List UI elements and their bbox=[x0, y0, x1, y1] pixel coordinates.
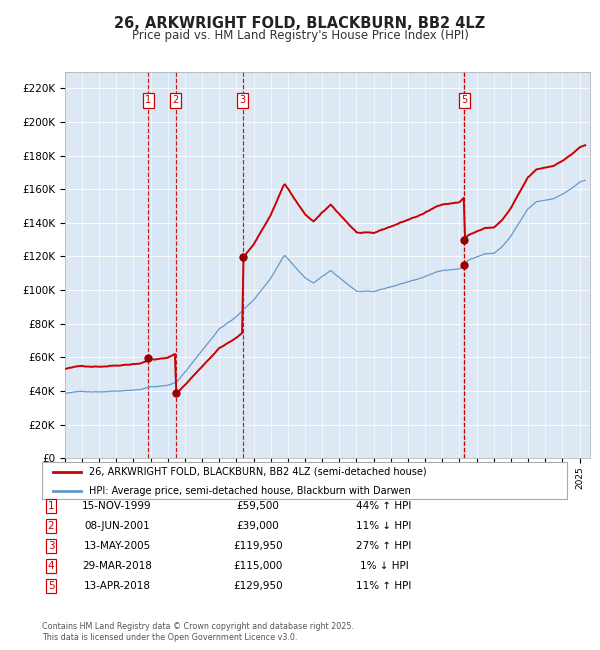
Text: 1: 1 bbox=[47, 500, 55, 511]
Text: 29-MAR-2018: 29-MAR-2018 bbox=[82, 561, 152, 571]
Text: 13-MAY-2005: 13-MAY-2005 bbox=[83, 541, 151, 551]
Text: 44% ↑ HPI: 44% ↑ HPI bbox=[356, 500, 412, 511]
Text: £115,000: £115,000 bbox=[233, 561, 283, 571]
Text: 15-NOV-1999: 15-NOV-1999 bbox=[82, 500, 152, 511]
Text: 08-JUN-2001: 08-JUN-2001 bbox=[84, 521, 150, 531]
Text: 26, ARKWRIGHT FOLD, BLACKBURN, BB2 4LZ: 26, ARKWRIGHT FOLD, BLACKBURN, BB2 4LZ bbox=[115, 16, 485, 31]
Text: 2: 2 bbox=[47, 521, 55, 531]
Text: 3: 3 bbox=[47, 541, 55, 551]
Text: 4: 4 bbox=[47, 561, 55, 571]
Text: 11% ↑ HPI: 11% ↑ HPI bbox=[356, 581, 412, 592]
Text: 5: 5 bbox=[47, 581, 55, 592]
Text: 3: 3 bbox=[240, 95, 246, 105]
Bar bbox=[148, 72, 176, 458]
Text: £119,950: £119,950 bbox=[233, 541, 283, 551]
Text: 2: 2 bbox=[172, 95, 179, 105]
Text: £39,000: £39,000 bbox=[236, 521, 280, 531]
Text: 5: 5 bbox=[461, 95, 467, 105]
Text: 1: 1 bbox=[145, 95, 152, 105]
Text: 1% ↓ HPI: 1% ↓ HPI bbox=[359, 561, 409, 571]
Text: Contains HM Land Registry data © Crown copyright and database right 2025.
This d: Contains HM Land Registry data © Crown c… bbox=[42, 622, 354, 642]
Text: £129,950: £129,950 bbox=[233, 581, 283, 592]
Text: 11% ↓ HPI: 11% ↓ HPI bbox=[356, 521, 412, 531]
Text: 27% ↑ HPI: 27% ↑ HPI bbox=[356, 541, 412, 551]
Text: 26, ARKWRIGHT FOLD, BLACKBURN, BB2 4LZ (semi-detached house): 26, ARKWRIGHT FOLD, BLACKBURN, BB2 4LZ (… bbox=[89, 467, 427, 476]
Text: £59,500: £59,500 bbox=[236, 500, 280, 511]
Text: HPI: Average price, semi-detached house, Blackburn with Darwen: HPI: Average price, semi-detached house,… bbox=[89, 486, 411, 495]
Text: 13-APR-2018: 13-APR-2018 bbox=[83, 581, 151, 592]
Text: Price paid vs. HM Land Registry's House Price Index (HPI): Price paid vs. HM Land Registry's House … bbox=[131, 29, 469, 42]
